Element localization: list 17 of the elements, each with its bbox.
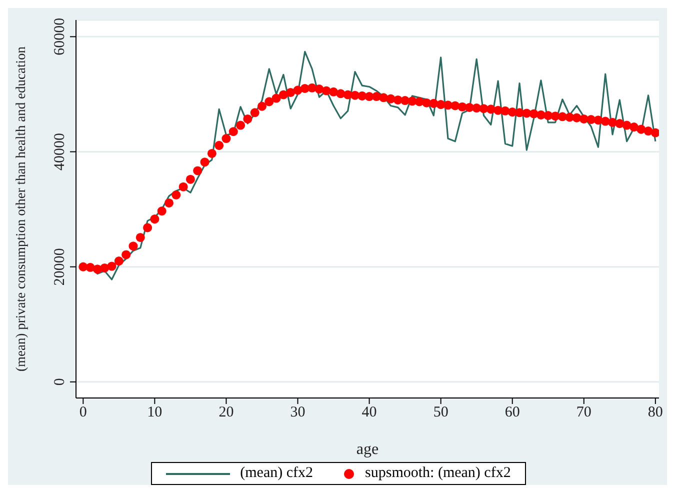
x-tick-label: 20 <box>218 404 234 421</box>
x-tick-label: 10 <box>147 404 162 421</box>
x-tick-label: 0 <box>79 404 87 421</box>
legend-label: supsmooth: (mean) cfx2 <box>365 465 511 482</box>
y-tick-label: 0 <box>52 378 68 386</box>
x-tick-label: 60 <box>504 404 520 421</box>
x-tick-label: 80 <box>648 404 663 421</box>
y-axis-title: (mean) private consumption other than health and education <box>12 46 28 372</box>
x-tick-label: 40 <box>362 404 377 421</box>
legend-label: (mean) cfx2 <box>240 465 314 482</box>
x-tick-label: 50 <box>433 404 448 421</box>
y-tick-label: 40000 <box>52 133 68 171</box>
y-tick-label: 60000 <box>52 18 68 56</box>
x-tick-label: 70 <box>576 404 592 421</box>
y-tick-label: 20000 <box>52 248 68 286</box>
x-axis-title: age <box>356 441 379 458</box>
x-tick-label: 30 <box>290 404 306 421</box>
